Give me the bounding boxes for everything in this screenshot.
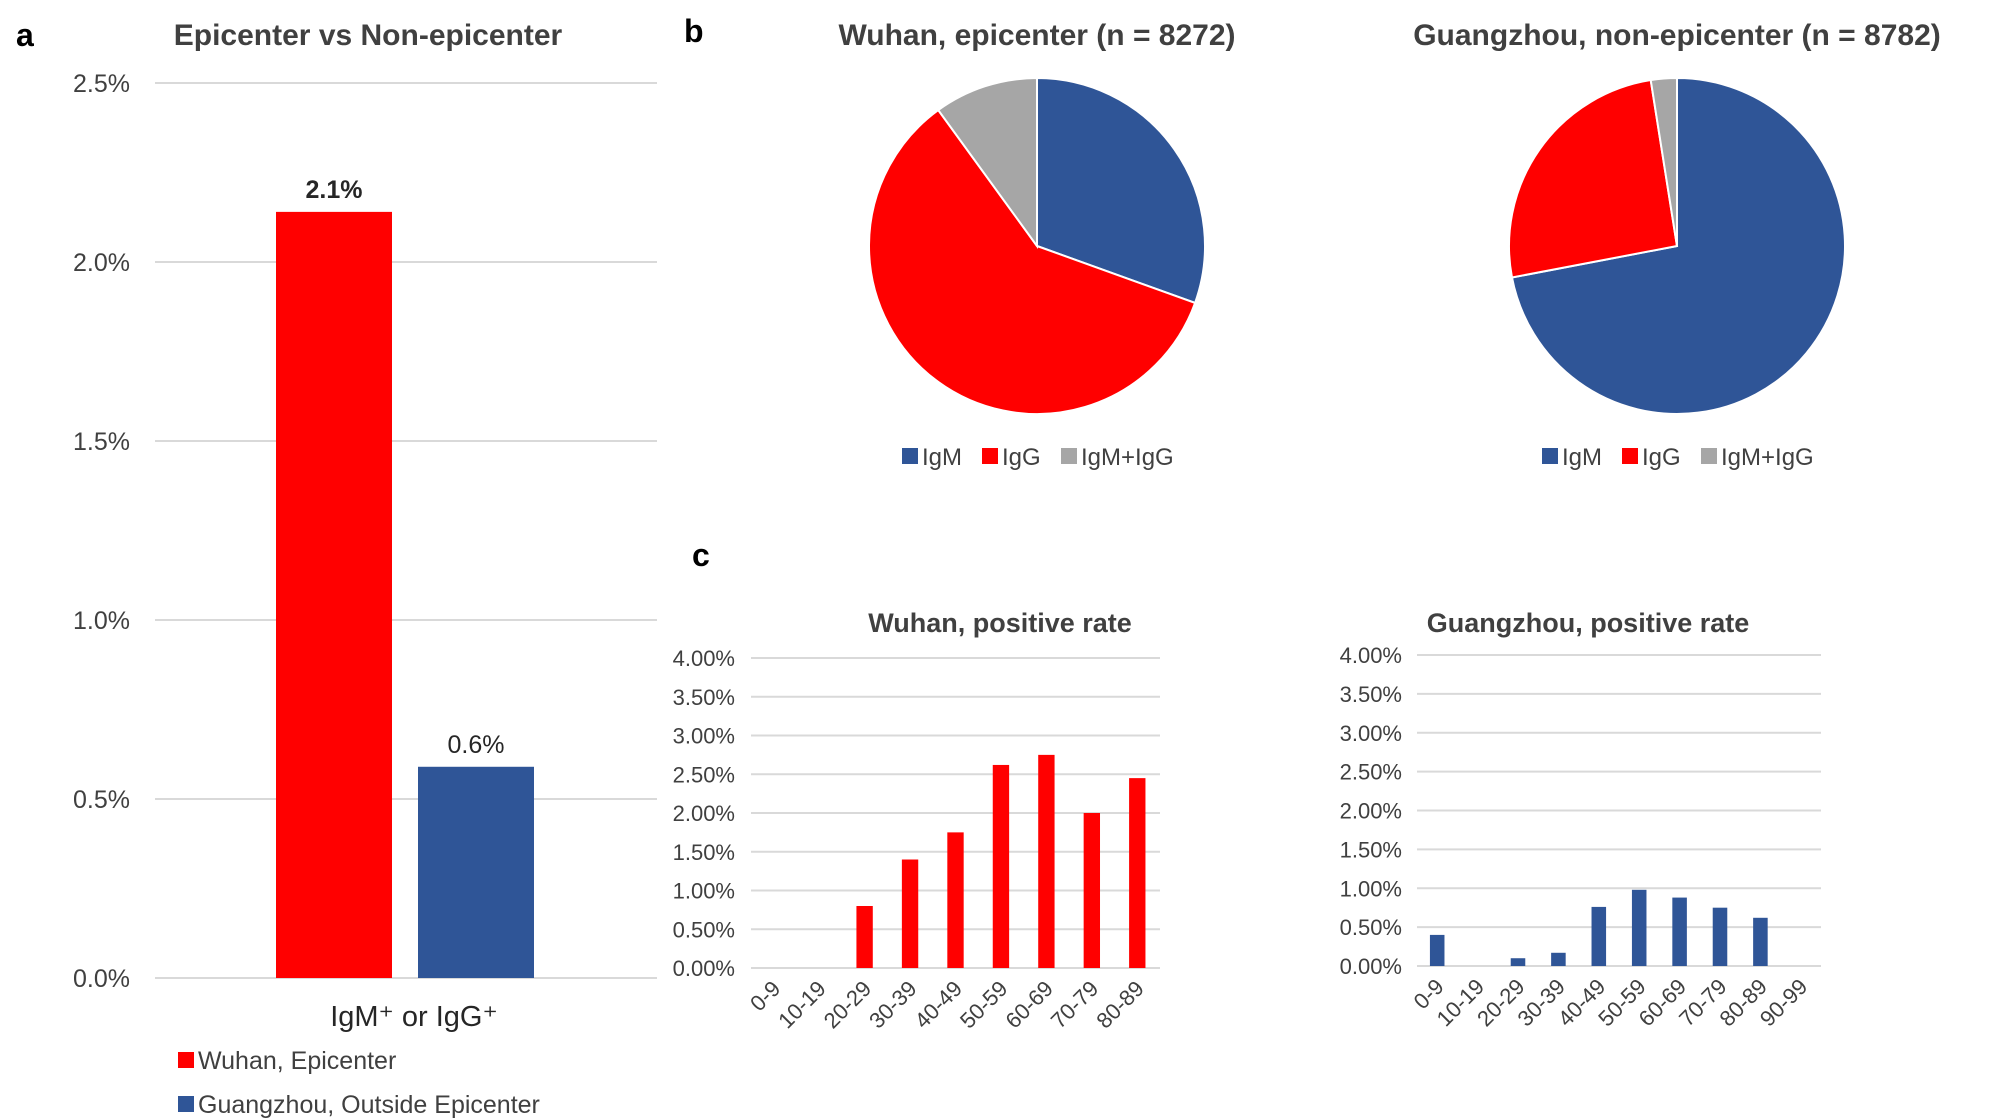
x-tick-label: 80-89 [1091,976,1148,1033]
panel-label-b: b [684,13,704,49]
legend-swatch [1542,448,1558,464]
legend-swatch [178,1052,194,1068]
y-tick-label: 0.00% [673,956,735,981]
y-tick-label: 2.00% [1340,799,1402,824]
y-tick-label: 1.50% [1340,837,1402,862]
legend-label: IgM+IgG [1081,444,1174,471]
y-tick-label: 2.50% [673,762,735,787]
pie-slice-igg [1508,78,1679,279]
legend-swatch [1701,448,1717,464]
x-tick-label: 30-39 [864,976,921,1033]
y-tick-label: 0.0% [73,965,130,993]
pie-title: Wuhan, epicenter (n = 8272) [838,19,1235,52]
legend-label: Wuhan, Epicenter [198,1047,396,1075]
y-tick-label: 1.00% [1340,876,1402,901]
y-tick-label: 1.00% [673,879,735,904]
pie-slice-igm-igg [936,76,1038,250]
bar [1429,934,1445,966]
y-tick-label: 3.50% [1340,682,1402,707]
bar [856,906,873,968]
y-tick-label: 0.00% [1340,954,1402,979]
legend-label: IgG [1002,444,1041,471]
legend-label: Guangzhou, Outside Epicenter [198,1091,540,1119]
pie-slice-igm-igg [1649,76,1678,247]
bar [1712,907,1728,966]
pie-slice-igg [868,108,1197,415]
y-tick-label: 0.50% [1340,915,1402,940]
y-tick-label: 0.50% [673,917,735,942]
y-tick-label: 1.0% [73,607,130,635]
panel-label-c: c [692,537,710,573]
bar [1129,778,1146,968]
pie-title: Guangzhou, non-epicenter (n = 8782) [1413,19,1941,52]
y-tick-label: 2.5% [73,70,130,98]
legend-label: IgM [922,444,962,471]
x-tick-label: 70-79 [1046,976,1103,1033]
legend-swatch [178,1096,194,1112]
y-tick-label: 3.00% [673,724,735,749]
panel-label-a: a [16,17,34,53]
x-tick-label: 40-49 [910,976,967,1033]
data-label: 0.6% [448,731,505,759]
bar [1631,889,1647,966]
bar [1038,754,1055,968]
y-tick-label: 1.5% [73,428,130,456]
y-tick-label: 2.50% [1340,760,1402,785]
x-tick-label: 20-29 [819,976,876,1033]
chart-title: Epicenter vs Non-epicenter [174,19,563,52]
legend-swatch [902,448,918,464]
x-tick-label: 60-69 [1000,976,1057,1033]
x-tick-label: 50-59 [955,976,1012,1033]
chart-title: Guangzhou, positive rate [1427,608,1750,638]
bar [1591,906,1607,966]
bar [992,764,1010,968]
y-tick-label: 0.5% [73,786,130,814]
y-tick-label: 2.0% [73,249,130,277]
bar [947,832,964,968]
y-tick-label: 4.00% [1340,643,1402,668]
legend-label: IgM+IgG [1721,444,1814,471]
y-tick-label: 4.00% [673,646,735,671]
y-tick-label: 2.00% [673,801,735,826]
pie-slice-igm [1510,76,1846,415]
chart-title: Wuhan, positive rate [868,608,1132,638]
y-tick-label: 3.00% [1340,721,1402,746]
bar [901,859,919,968]
pie-slice-igm [1036,76,1206,305]
legend-swatch [1622,448,1638,464]
bar [1753,917,1768,966]
y-tick-label: 3.50% [673,685,735,710]
bar-wuhan [276,211,392,978]
y-tick-label: 1.50% [673,840,735,865]
data-label: 2.1% [306,176,363,204]
bar [1083,813,1101,968]
legend-label: IgM [1562,444,1602,471]
x-tick-label: 90-99 [1755,974,1812,1031]
legend-label: IgG [1642,444,1681,471]
bar [1510,958,1526,966]
bar [1551,952,1566,966]
x-tick-label: 10-19 [773,976,830,1033]
bar-guangzhou [418,766,534,978]
bar [1672,897,1687,966]
legend-swatch [1061,448,1077,464]
x-axis-label: IgM⁺ or IgG⁺ [330,1001,498,1033]
legend-swatch [982,448,998,464]
